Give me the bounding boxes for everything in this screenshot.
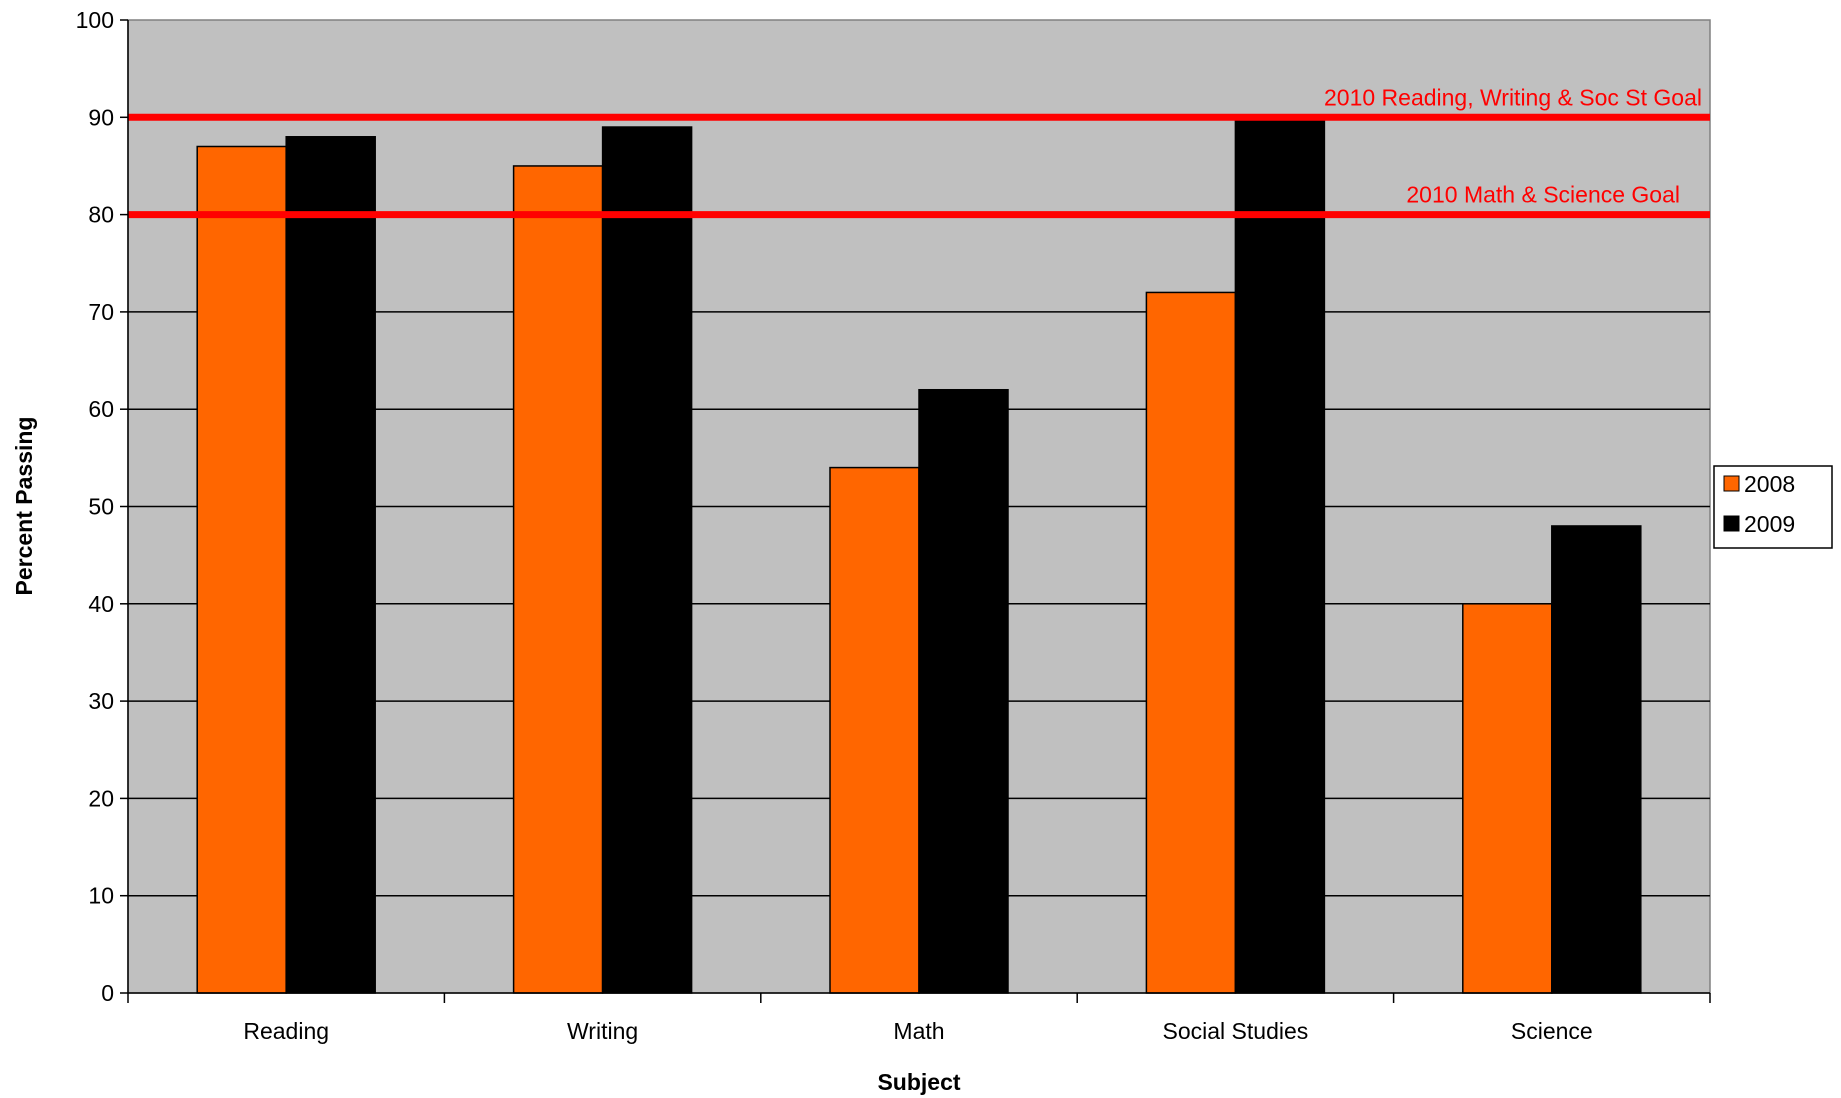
y-tick-label: 0 — [101, 980, 114, 1006]
x-tick-label: Science — [1511, 1018, 1593, 1044]
legend-label: 2008 — [1744, 471, 1795, 497]
goal-lines: 2010 Reading, Writing & Soc St Goal 2010 … — [128, 84, 1710, 219]
bar-2009-science — [1551, 525, 1642, 994]
goal-label: 2010 Reading, Writing & Soc St Goal — [1324, 84, 1702, 110]
bar-2008-social-studies — [1145, 291, 1237, 994]
bar-2009-writing — [601, 126, 693, 994]
y-tick-label: 20 — [88, 785, 114, 811]
axes — [120, 19, 1711, 1003]
legend-label: 2009 — [1744, 511, 1795, 537]
bar-2009-reading — [285, 136, 376, 994]
x-axis-title: Subject — [877, 1069, 960, 1095]
y-tick-label: 30 — [88, 688, 114, 714]
y-tick-label: 10 — [88, 883, 114, 909]
legend-swatch-2008 — [1723, 475, 1740, 492]
x-tick-label: Social Studies — [1163, 1018, 1309, 1044]
bar-2008-science — [1462, 603, 1553, 994]
bar-2009-social-studies — [1234, 116, 1326, 994]
x-tick-label: Writing — [567, 1018, 638, 1044]
bar-2008-writing — [512, 165, 604, 994]
tick-labels: 0 10 20 30 40 50 60 70 80 90 100 Reading Writing Math… — [76, 7, 1593, 1044]
bars — [196, 116, 1642, 994]
bar-2009-math — [918, 388, 1009, 994]
y-tick-label: 80 — [88, 202, 114, 228]
y-tick-label: 50 — [88, 494, 114, 520]
y-tick-label: 90 — [88, 104, 114, 130]
bar-2008-math — [829, 466, 920, 994]
y-tick-label: 40 — [88, 591, 114, 617]
legend-swatch-2009 — [1723, 515, 1740, 532]
legend: 2008 2009 — [1713, 465, 1833, 549]
x-tick-label: Math — [893, 1018, 944, 1044]
y-tick-label: 100 — [76, 7, 114, 33]
y-tick-label: 70 — [88, 299, 114, 325]
y-axis-title: Percent Passing — [11, 417, 37, 596]
bar-2008-reading — [196, 145, 287, 994]
y-tick-label: 60 — [88, 396, 114, 422]
x-tick-label: Reading — [243, 1018, 329, 1044]
goal-label: 2010 Math & Science Goal — [1406, 182, 1680, 208]
